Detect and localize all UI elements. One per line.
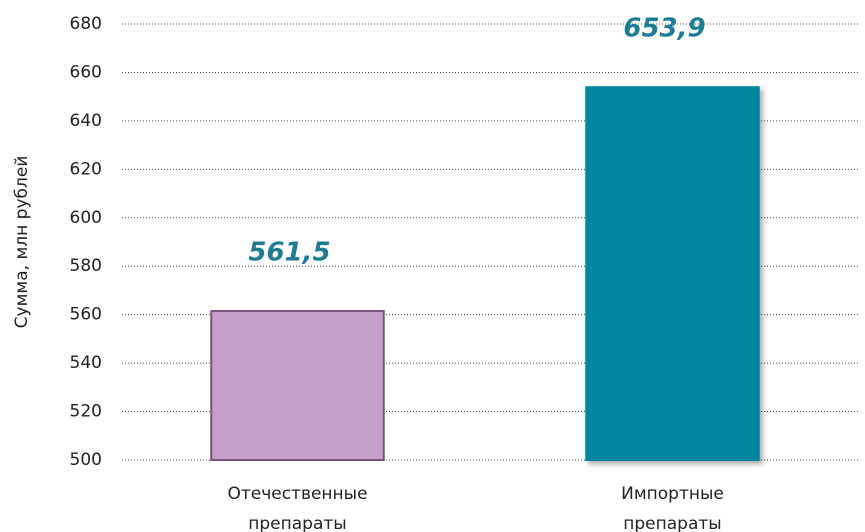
value-label: 561,5 — [248, 238, 330, 268]
x-tick-label: Отечественные препараты — [227, 484, 367, 532]
y-tick-label: 500 — [70, 450, 102, 470]
x-tick-label-line: препараты — [248, 514, 346, 532]
y-tick-label: 520 — [70, 402, 102, 422]
y-tick-label: 560 — [70, 305, 102, 325]
x-tick-label-line: Импортные — [621, 484, 724, 504]
bar — [210, 310, 385, 461]
y-tick-label: 680 — [70, 14, 102, 34]
y-tick-label: 580 — [70, 256, 102, 276]
bar — [585, 86, 760, 461]
y-axis-label: Сумма, млн рублей — [12, 156, 32, 329]
x-tick-label: Импортные препараты — [621, 484, 724, 532]
value-label: 653,9 — [623, 14, 705, 44]
y-tick-label: 540 — [70, 353, 102, 373]
y-tick-label: 640 — [70, 111, 102, 131]
y-tick-label: 620 — [70, 159, 102, 179]
y-tick-label: 600 — [70, 208, 102, 228]
y-tick-label: 660 — [70, 62, 102, 82]
x-tick-label-line: препараты — [623, 514, 721, 532]
x-tick-label-line: Отечественные — [227, 484, 367, 504]
